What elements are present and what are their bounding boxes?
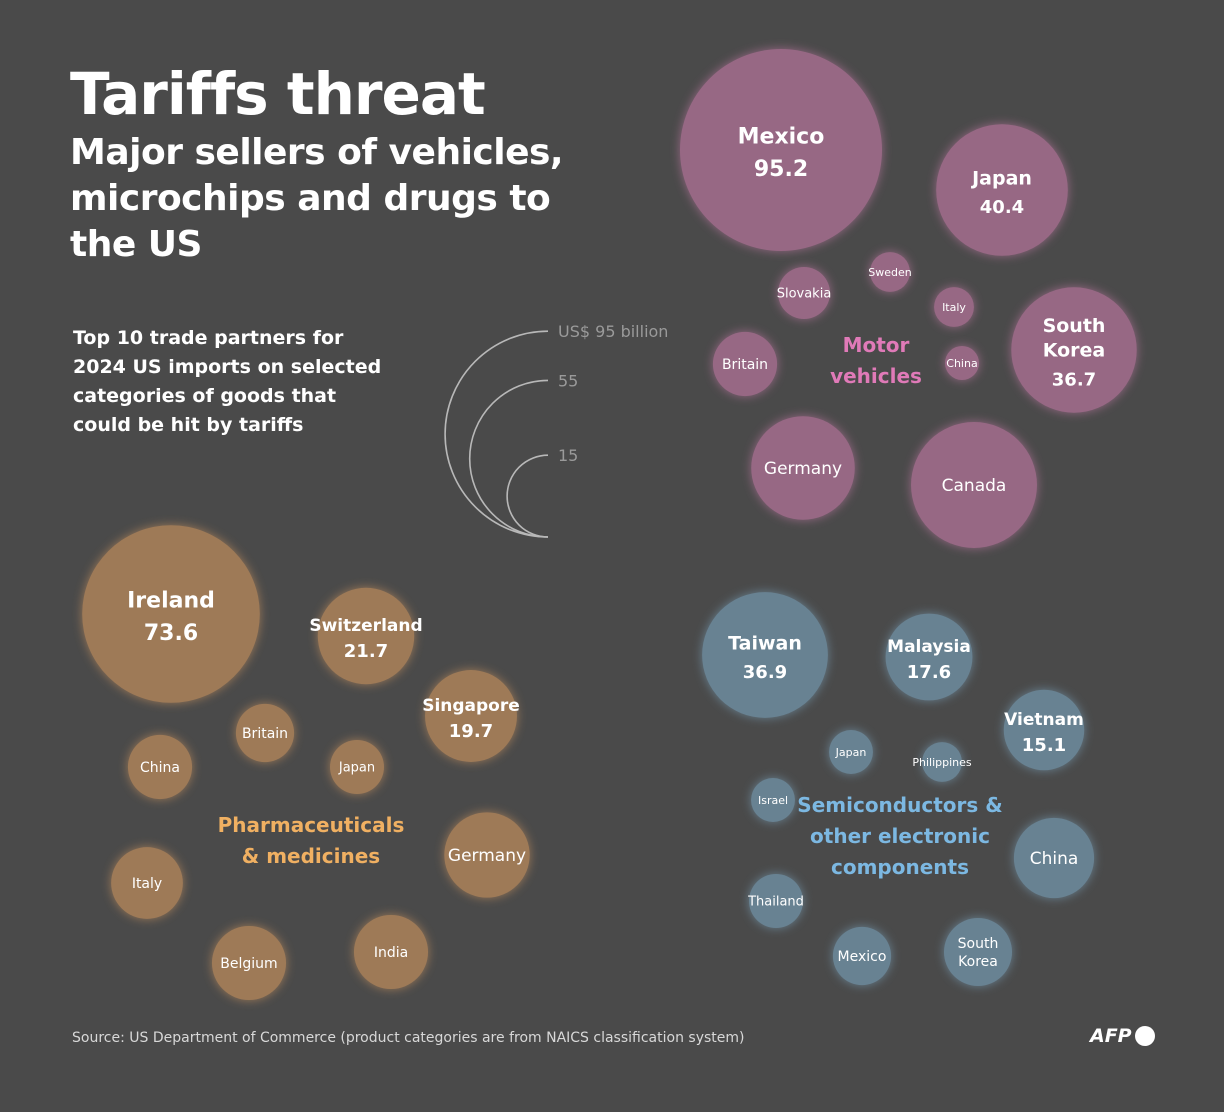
bubble-label: Italy (132, 876, 162, 892)
bubble-south-korea (1011, 287, 1137, 413)
bubble-label: Japan (835, 746, 867, 759)
bubble-label: Singapore (422, 696, 520, 716)
bubble-value: 73.6 (144, 621, 198, 646)
bubble-britain (712, 331, 778, 397)
bubble-label: South (958, 936, 999, 952)
bubble-label: Mexico (738, 124, 825, 149)
size-legend: US$ 95 billion 55 15 (444, 322, 668, 538)
bubble-label: Belgium (220, 956, 277, 972)
group-1: Ireland 73.6 Switzerland 21.7 Singapore 19.7 G… (82, 525, 530, 1001)
bubble-mexico (832, 926, 892, 986)
category-label: components (831, 855, 969, 879)
bubble-canada (911, 422, 1037, 548)
category-label: Pharmaceuticals (218, 813, 405, 837)
bubble-label: Thailand (747, 895, 804, 910)
legend-label: 15 (558, 446, 578, 465)
bubble-value: 19.7 (449, 721, 493, 742)
bubble-china (127, 734, 193, 800)
bubble-slovakia (778, 267, 830, 319)
bubble-value: 40.4 (980, 197, 1024, 218)
bubble-label: South (1043, 315, 1106, 337)
category-label: Motor (843, 333, 910, 357)
category-label: other electronic (810, 824, 990, 848)
bubble-vietnam (1003, 689, 1085, 771)
bubble-south-korea (943, 917, 1013, 987)
bubble-value: 15.1 (1022, 735, 1066, 756)
bubble-germany (751, 416, 855, 520)
bubble-china (944, 345, 980, 381)
bubble-label: Italy (942, 301, 966, 314)
bubble-label: Malaysia (887, 637, 971, 657)
bubble-label: Germany (448, 846, 526, 866)
bubble-value: 21.7 (344, 641, 388, 662)
bubble-label: Philippines (912, 756, 972, 769)
bubble-japan (330, 740, 384, 794)
bubble-value: 95.2 (754, 157, 808, 182)
bubble-label: Korea (958, 954, 998, 970)
page-subtitle: Major sellers of vehicles, microchips an… (70, 132, 564, 265)
category-label: Semiconductors & (797, 793, 1002, 817)
bubble-label: China (946, 357, 977, 370)
source-note: Source: US Department of Commerce (produ… (72, 1030, 745, 1046)
bubble-label: Switzerland (309, 616, 422, 636)
bubble-label: India (374, 945, 408, 961)
bubble-value: 17.6 (907, 662, 951, 683)
bubble-label: Ireland (127, 588, 215, 613)
bubble-ireland (82, 525, 260, 703)
bubble-label: Korea (1043, 340, 1106, 362)
bubble-value: 36.9 (743, 662, 787, 683)
bubble-singapore (425, 670, 517, 762)
afp-logo: AFP (1090, 1025, 1155, 1047)
logo-text: AFP (1090, 1025, 1132, 1047)
group-2: Taiwan 36.9 Malaysia 17.6 Vietnam 15.1 China So… (702, 592, 1095, 987)
bubble-taiwan (702, 592, 828, 718)
bubble-israel (751, 778, 795, 822)
bubble-label: Germany (764, 459, 842, 479)
legend-arc (469, 379, 549, 538)
bubble-belgium (211, 925, 287, 1001)
bubble-label: China (140, 760, 180, 776)
bubble-sweden (870, 252, 910, 292)
bubble-value: 36.7 (1052, 369, 1096, 390)
bubble-label: Sweden (868, 266, 911, 279)
legend-arc (444, 330, 549, 538)
legend-label: 55 (558, 371, 578, 390)
bubble-switzerland (317, 587, 415, 685)
bubble-label: Vietnam (1004, 710, 1084, 730)
bubble-malaysia (885, 613, 973, 701)
bubble-label: China (1030, 849, 1079, 869)
bubble-label: Israel (758, 794, 788, 807)
bubble-italy (111, 847, 183, 919)
bubble-label: Japan (338, 761, 375, 776)
bubble-japan (829, 730, 873, 774)
bubble-india (353, 914, 429, 990)
bubble-mexico (680, 49, 882, 251)
bubble-label: Mexico (838, 949, 887, 965)
intro-text: Top 10 trade partners for 2024 US import… (73, 327, 382, 436)
bubble-label: Japan (970, 167, 1032, 189)
bubble-germany (444, 812, 530, 898)
bubble-china (1013, 817, 1095, 899)
bubble-label: Britain (722, 357, 768, 373)
bubble-label: Canada (942, 476, 1007, 496)
group-0: Mexico 95.2 Japan 40.4 South Korea 36.7 Canada G… (680, 49, 1137, 548)
legend-arc (506, 454, 549, 538)
logo-dot-icon (1134, 1026, 1155, 1046)
bubble-thailand (749, 874, 803, 928)
bubble-britain (235, 703, 295, 763)
bubble-label: Slovakia (777, 287, 832, 302)
category-label: & medicines (242, 844, 380, 868)
page-title: Tariffs threat (70, 60, 486, 128)
bubble-italy (934, 287, 974, 327)
bubble-label: Taiwan (728, 632, 802, 654)
bubble-label: Britain (242, 726, 288, 742)
category-label: vehicles (830, 364, 922, 388)
legend-label: US$ 95 billion (558, 322, 668, 341)
bubble-japan (936, 124, 1068, 256)
bubble-philippines (922, 742, 962, 782)
